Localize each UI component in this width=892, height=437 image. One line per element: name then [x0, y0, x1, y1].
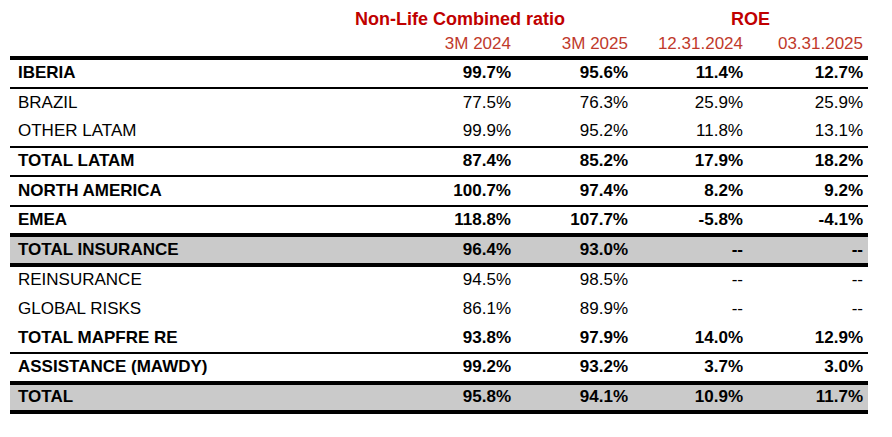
cell-value: 118.8%: [287, 206, 516, 236]
row-label: NORTH AMERICA: [10, 176, 287, 206]
row-label: TOTAL MAPFRE RE: [10, 324, 287, 354]
cell-value: 97.9%: [516, 324, 633, 354]
group-header-roe: ROE: [633, 6, 868, 32]
column-header-12-31-2024: 12.31.2024: [633, 32, 748, 58]
cell-value: 93.0%: [516, 235, 633, 265]
table-row: IBERIA99.7%95.6%11.4%12.7%: [10, 58, 868, 88]
row-label: OTHER LATAM: [10, 117, 287, 147]
column-header-3m-2025: 3M 2025: [516, 32, 633, 58]
table-row: OTHER LATAM99.9%95.2%11.8%13.1%: [10, 117, 868, 147]
combined-ratio-roe-table: Non-Life Combined ratio ROE 3M 2024 3M 2…: [10, 6, 868, 414]
cell-value: -4.1%: [748, 206, 868, 236]
cell-value: 86.1%: [287, 294, 516, 324]
table-row: TOTAL LATAM87.4%85.2%17.9%18.2%: [10, 147, 868, 177]
row-label: EMEA: [10, 206, 287, 236]
cell-value: 25.9%: [633, 88, 748, 118]
cell-value: 10.9%: [633, 383, 748, 413]
group-header-spacer: [10, 6, 287, 32]
column-header-03-31-2025: 03.31.2025: [748, 32, 868, 58]
cell-value: 12.9%: [748, 324, 868, 354]
row-label: TOTAL INSURANCE: [10, 235, 287, 265]
table-row: NORTH AMERICA100.7%97.4%8.2%9.2%: [10, 176, 868, 206]
cell-value: 99.9%: [287, 117, 516, 147]
cell-value: 93.2%: [516, 353, 633, 383]
column-header-spacer: [10, 32, 287, 58]
cell-value: 98.5%: [516, 265, 633, 295]
cell-value: 85.2%: [516, 147, 633, 177]
table-body: IBERIA99.7%95.6%11.4%12.7%BRAZIL77.5%76.…: [10, 58, 868, 412]
row-label: BRAZIL: [10, 88, 287, 118]
group-header-combined-ratio: Non-Life Combined ratio: [287, 6, 633, 32]
row-label: IBERIA: [10, 58, 287, 88]
cell-value: 11.8%: [633, 117, 748, 147]
cell-value: 94.1%: [516, 383, 633, 413]
row-label: GLOBAL RISKS: [10, 294, 287, 324]
row-label: TOTAL: [10, 383, 287, 413]
cell-value: 87.4%: [287, 147, 516, 177]
table-row: GLOBAL RISKS86.1%89.9%----: [10, 294, 868, 324]
cell-value: 25.9%: [748, 88, 868, 118]
cell-value: 14.0%: [633, 324, 748, 354]
cell-value: --: [748, 235, 868, 265]
cell-value: 18.2%: [748, 147, 868, 177]
cell-value: --: [633, 235, 748, 265]
table-row: ASSISTANCE (MAWDY)99.2%93.2%3.7%3.0%: [10, 353, 868, 383]
cell-value: -5.8%: [633, 206, 748, 236]
cell-value: 3.0%: [748, 353, 868, 383]
combined-ratio-roe-page: Non-Life Combined ratio ROE 3M 2024 3M 2…: [0, 0, 892, 437]
cell-value: 17.9%: [633, 147, 748, 177]
cell-value: 99.2%: [287, 353, 516, 383]
cell-value: 99.7%: [287, 58, 516, 88]
cell-value: 8.2%: [633, 176, 748, 206]
row-label: ASSISTANCE (MAWDY): [10, 353, 287, 383]
cell-value: 13.1%: [748, 117, 868, 147]
cell-value: --: [748, 265, 868, 295]
table-row: TOTAL INSURANCE96.4%93.0%----: [10, 235, 868, 265]
group-header-row: Non-Life Combined ratio ROE: [10, 6, 868, 32]
cell-value: 107.7%: [516, 206, 633, 236]
table-header: Non-Life Combined ratio ROE 3M 2024 3M 2…: [10, 6, 868, 58]
cell-value: 89.9%: [516, 294, 633, 324]
cell-value: 93.8%: [287, 324, 516, 354]
cell-value: 9.2%: [748, 176, 868, 206]
cell-value: 100.7%: [287, 176, 516, 206]
table-row: BRAZIL77.5%76.3%25.9%25.9%: [10, 88, 868, 118]
row-label: REINSURANCE: [10, 265, 287, 295]
row-label: TOTAL LATAM: [10, 147, 287, 177]
cell-value: --: [748, 294, 868, 324]
cell-value: 11.4%: [633, 58, 748, 88]
cell-value: 3.7%: [633, 353, 748, 383]
cell-value: 12.7%: [748, 58, 868, 88]
table-row: REINSURANCE94.5%98.5%----: [10, 265, 868, 295]
cell-value: 94.5%: [287, 265, 516, 295]
cell-value: 96.4%: [287, 235, 516, 265]
cell-value: 11.7%: [748, 383, 868, 413]
cell-value: 95.2%: [516, 117, 633, 147]
cell-value: --: [633, 265, 748, 295]
cell-value: 97.4%: [516, 176, 633, 206]
cell-value: 95.6%: [516, 58, 633, 88]
cell-value: --: [633, 294, 748, 324]
cell-value: 76.3%: [516, 88, 633, 118]
column-header-row: 3M 2024 3M 2025 12.31.2024 03.31.2025: [10, 32, 868, 58]
column-header-3m-2024: 3M 2024: [287, 32, 516, 58]
table-row: TOTAL95.8%94.1%10.9%11.7%: [10, 383, 868, 413]
cell-value: 77.5%: [287, 88, 516, 118]
table-row: TOTAL MAPFRE RE93.8%97.9%14.0%12.9%: [10, 324, 868, 354]
table-row: EMEA118.8%107.7%-5.8%-4.1%: [10, 206, 868, 236]
cell-value: 95.8%: [287, 383, 516, 413]
